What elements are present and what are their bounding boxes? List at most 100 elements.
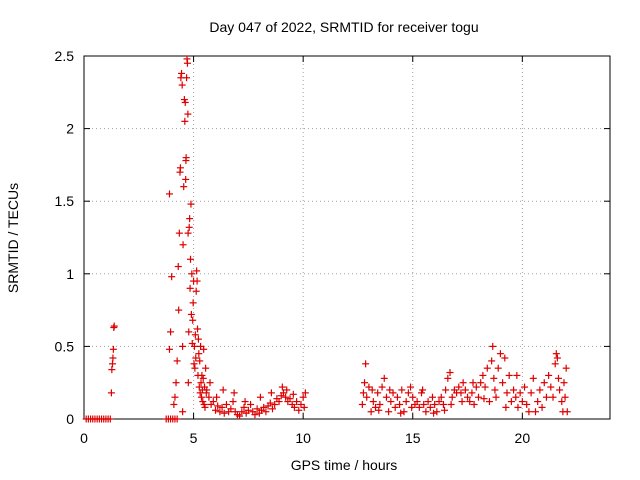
data-point [362, 360, 370, 368]
data-point [174, 263, 182, 271]
data-point [209, 398, 217, 406]
data-point [409, 393, 417, 401]
data-point [407, 383, 415, 391]
data-point [172, 379, 180, 387]
data-point [218, 403, 226, 411]
data-point [165, 190, 173, 198]
data-point [459, 379, 467, 387]
data-point [534, 398, 542, 406]
data-point [241, 398, 249, 406]
y-tick-label: 1 [66, 266, 74, 282]
data-point [253, 405, 261, 413]
data-point [561, 393, 569, 401]
data-point [513, 371, 521, 379]
data-point [428, 393, 436, 401]
data-point [404, 389, 412, 397]
data-point [181, 98, 189, 106]
data-point [183, 74, 191, 82]
data-point [185, 223, 193, 231]
data-point [507, 398, 515, 406]
data-point [194, 325, 202, 333]
data-point [282, 393, 290, 401]
data-point [293, 398, 301, 406]
data-point [361, 379, 369, 387]
data-point [189, 299, 197, 307]
data-point [178, 81, 186, 89]
data-point [554, 374, 562, 382]
data-point [165, 345, 173, 353]
data-point [290, 403, 298, 411]
data-point [184, 379, 192, 387]
data-point [551, 360, 559, 368]
data-point [192, 287, 200, 295]
data-point [408, 403, 416, 411]
data-point [247, 400, 255, 408]
data-point [468, 389, 476, 397]
data-point [300, 403, 308, 411]
data-point [192, 354, 200, 362]
chart-title: Day 047 of 2022, SRMTID for receiver tog… [209, 19, 478, 35]
data-point [422, 408, 430, 416]
x-axis-ticks: 0 5 10 15 20 [80, 56, 530, 446]
data-point [358, 400, 366, 408]
data-point [181, 117, 189, 125]
data-point [203, 386, 211, 394]
data-point [299, 393, 307, 401]
x-tick-label: 5 [190, 430, 198, 446]
data-point [396, 400, 404, 408]
data-point [196, 357, 204, 365]
data-point [266, 399, 274, 407]
data-point [193, 277, 201, 285]
data-point [439, 400, 447, 408]
data-point [301, 389, 309, 397]
data-point [173, 357, 181, 365]
data-point [446, 369, 454, 377]
data-point [167, 328, 175, 336]
data-point [268, 405, 276, 413]
data-point [382, 393, 390, 401]
data-point [470, 400, 478, 408]
data-point [448, 393, 456, 401]
data-point [179, 408, 187, 416]
data-point [195, 350, 203, 358]
data-point [483, 364, 491, 372]
data-point [107, 389, 115, 397]
data-point [178, 69, 186, 77]
data-point [184, 229, 192, 237]
data-point [426, 403, 434, 411]
data-point [437, 393, 445, 401]
data-point [212, 406, 219, 414]
data-point [442, 386, 450, 394]
data-point [375, 406, 383, 414]
data-point [391, 403, 399, 411]
data-point [458, 398, 466, 406]
data-point [523, 400, 531, 408]
data-point [220, 409, 228, 417]
data-point [490, 374, 498, 382]
data-point [109, 345, 117, 353]
data-point [518, 398, 526, 406]
data-point [387, 398, 395, 406]
y-tick-label: 2.5 [55, 48, 75, 64]
data-point [455, 383, 463, 391]
data-point [521, 383, 529, 391]
data-point [415, 403, 423, 411]
data-point [512, 393, 520, 401]
data-point [168, 273, 176, 281]
data-point [359, 389, 367, 397]
data-point [275, 398, 283, 406]
data-point [193, 267, 201, 275]
data-point [489, 342, 497, 350]
data-point [475, 393, 482, 401]
data-point [553, 354, 561, 362]
data-point [461, 386, 469, 394]
data-point [549, 393, 557, 401]
y-tick-label: 1.5 [55, 193, 75, 209]
data-point [514, 403, 522, 411]
data-point [110, 322, 118, 330]
data-point [183, 59, 191, 67]
data-point [494, 364, 502, 372]
data-point [278, 383, 286, 391]
data-point [457, 389, 465, 397]
